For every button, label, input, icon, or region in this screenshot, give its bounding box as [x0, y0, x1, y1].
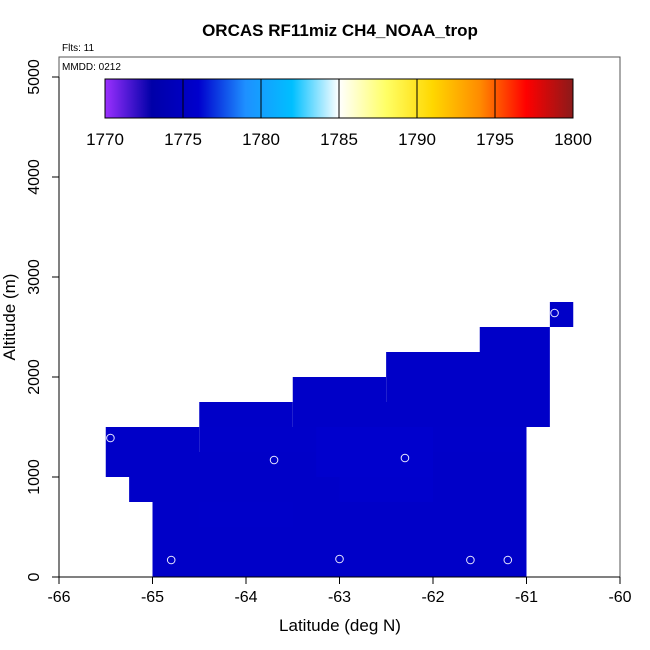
- heatmap-cell: [386, 352, 550, 402]
- heatmap-cell: [549, 302, 574, 327]
- heatmap-cell: [292, 377, 387, 402]
- x-tick-label: -61: [515, 589, 538, 606]
- y-axis-label: Altitude (m): [0, 274, 19, 361]
- colorbar-tick-label: 1775: [164, 130, 202, 149]
- heatmap-cell: [479, 327, 550, 352]
- data-point: [269, 455, 279, 465]
- flight-points: [106, 308, 559, 565]
- colorbar-tick-label: 1790: [398, 130, 436, 149]
- colorbar-ticks: 1770 1775 1780 1785 1790 1795 1800: [86, 79, 592, 149]
- y-tick-label: 3000: [26, 259, 43, 295]
- heatmap-cell: [292, 402, 550, 427]
- y-tick-label: 2000: [26, 359, 43, 395]
- x-tick-label: -65: [141, 589, 164, 606]
- x-axis-label: Latitude (deg N): [279, 616, 401, 635]
- flights-label: Flts: 11: [62, 43, 94, 54]
- y-tick-label: 0: [26, 572, 43, 581]
- colorbar-tick-label: 1800: [554, 130, 592, 149]
- heatmap-cell: [129, 477, 527, 502]
- x-tick-label: -63: [328, 589, 351, 606]
- chart-title: ORCAS RF11miz CH4_NOAA_trop: [202, 21, 478, 40]
- data-point: [166, 555, 176, 565]
- colorbar-tick-label: 1770: [86, 130, 124, 149]
- data-point: [550, 308, 559, 318]
- y-tick-label: 5000: [26, 59, 43, 95]
- colorbar-tick-label: 1795: [476, 130, 514, 149]
- data-point: [503, 555, 513, 565]
- heatmap-cell: [105, 427, 200, 452]
- data-point: [400, 453, 410, 463]
- data-point: [106, 433, 115, 443]
- y-tick-label: 4000: [26, 159, 43, 195]
- x-tick-label: -60: [608, 589, 631, 606]
- y-axis: 0 1000 2000 3000 4000 5000: [26, 59, 60, 581]
- colorbar-tick-label: 1780: [242, 130, 280, 149]
- heatmap-cell: [316, 427, 433, 477]
- data-point: [466, 555, 475, 565]
- colorbar: 1770 1775 1780 1785 1790 1795 1800: [86, 78, 592, 149]
- date-label: MMDD: 0212: [62, 62, 121, 73]
- heatmap-cell: [339, 477, 433, 502]
- x-tick-label: -64: [234, 589, 257, 606]
- y-tick-label: 1000: [26, 459, 43, 495]
- colorbar-tick-label: 1785: [320, 130, 358, 149]
- heatmap-cell: [199, 402, 293, 427]
- data-point: [335, 554, 344, 564]
- x-tick-label: -62: [421, 589, 444, 606]
- x-axis: -66 -65 -64 -63 -62 -61 -60: [47, 576, 632, 606]
- heatmap-cells: [105, 302, 574, 577]
- heatmap-cell: [199, 502, 293, 527]
- x-tick-label: -66: [47, 589, 70, 606]
